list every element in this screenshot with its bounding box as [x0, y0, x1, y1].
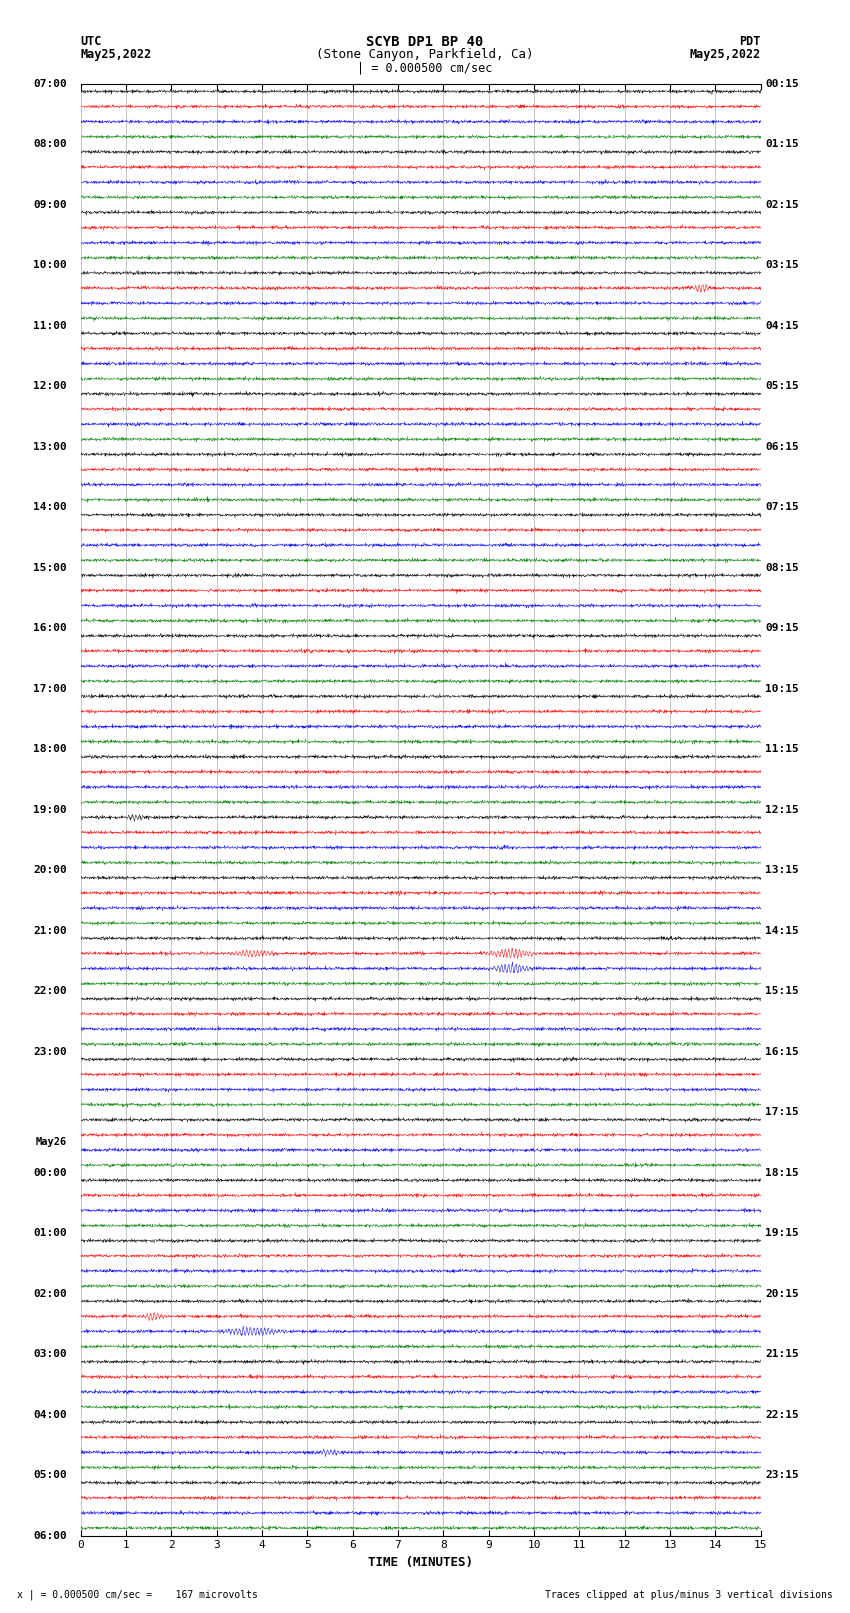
Text: 19:15: 19:15 [765, 1227, 799, 1239]
Text: Traces clipped at plus/minus 3 vertical divisions: Traces clipped at plus/minus 3 vertical … [545, 1590, 833, 1600]
Text: 20:00: 20:00 [33, 865, 67, 876]
Text: 04:00: 04:00 [33, 1410, 67, 1419]
Text: 03:00: 03:00 [33, 1348, 67, 1360]
Text: 03:15: 03:15 [765, 260, 799, 271]
Text: 06:15: 06:15 [765, 442, 799, 452]
Text: 16:00: 16:00 [33, 623, 67, 634]
Text: 22:15: 22:15 [765, 1410, 799, 1419]
Text: May25,2022: May25,2022 [81, 48, 152, 61]
Text: 14:00: 14:00 [33, 502, 67, 513]
Text: 10:15: 10:15 [765, 684, 799, 694]
Text: 10:00: 10:00 [33, 260, 67, 271]
Text: 06:00: 06:00 [33, 1531, 67, 1540]
Text: 13:00: 13:00 [33, 442, 67, 452]
Text: 21:15: 21:15 [765, 1348, 799, 1360]
Text: 11:15: 11:15 [765, 744, 799, 755]
Text: 22:00: 22:00 [33, 986, 67, 997]
Text: 17:00: 17:00 [33, 684, 67, 694]
Text: 08:15: 08:15 [765, 563, 799, 573]
Text: x | = 0.000500 cm/sec =    167 microvolts: x | = 0.000500 cm/sec = 167 microvolts [17, 1589, 258, 1600]
Text: 18:00: 18:00 [33, 744, 67, 755]
Text: May26: May26 [36, 1137, 67, 1147]
Text: 12:00: 12:00 [33, 381, 67, 392]
Text: 15:15: 15:15 [765, 986, 799, 997]
Text: 07:00: 07:00 [33, 79, 67, 89]
Text: 09:15: 09:15 [765, 623, 799, 634]
Text: 15:00: 15:00 [33, 563, 67, 573]
Text: 05:00: 05:00 [33, 1469, 67, 1481]
Text: 21:00: 21:00 [33, 926, 67, 936]
Text: 18:15: 18:15 [765, 1168, 799, 1177]
Text: PDT: PDT [740, 35, 761, 48]
Text: 20:15: 20:15 [765, 1289, 799, 1298]
Text: 01:00: 01:00 [33, 1227, 67, 1239]
Text: 01:15: 01:15 [765, 139, 799, 150]
Text: 13:15: 13:15 [765, 865, 799, 876]
Text: 02:15: 02:15 [765, 200, 799, 210]
Text: 00:15: 00:15 [765, 79, 799, 89]
X-axis label: TIME (MINUTES): TIME (MINUTES) [368, 1557, 473, 1569]
Text: 09:00: 09:00 [33, 200, 67, 210]
Text: UTC: UTC [81, 35, 102, 48]
Text: 16:15: 16:15 [765, 1047, 799, 1057]
Text: 23:00: 23:00 [33, 1047, 67, 1057]
Text: 04:15: 04:15 [765, 321, 799, 331]
Text: 14:15: 14:15 [765, 926, 799, 936]
Text: | = 0.000500 cm/sec: | = 0.000500 cm/sec [357, 61, 493, 74]
Text: SCYB DP1 BP 40: SCYB DP1 BP 40 [366, 35, 484, 50]
Text: 07:15: 07:15 [765, 502, 799, 513]
Text: (Stone Canyon, Parkfield, Ca): (Stone Canyon, Parkfield, Ca) [316, 48, 534, 61]
Text: 19:00: 19:00 [33, 805, 67, 815]
Text: 00:00: 00:00 [33, 1168, 67, 1177]
Text: 12:15: 12:15 [765, 805, 799, 815]
Text: May25,2022: May25,2022 [689, 48, 761, 61]
Text: 05:15: 05:15 [765, 381, 799, 392]
Text: 23:15: 23:15 [765, 1469, 799, 1481]
Text: 02:00: 02:00 [33, 1289, 67, 1298]
Text: 11:00: 11:00 [33, 321, 67, 331]
Text: 08:00: 08:00 [33, 139, 67, 150]
Text: 17:15: 17:15 [765, 1107, 799, 1118]
